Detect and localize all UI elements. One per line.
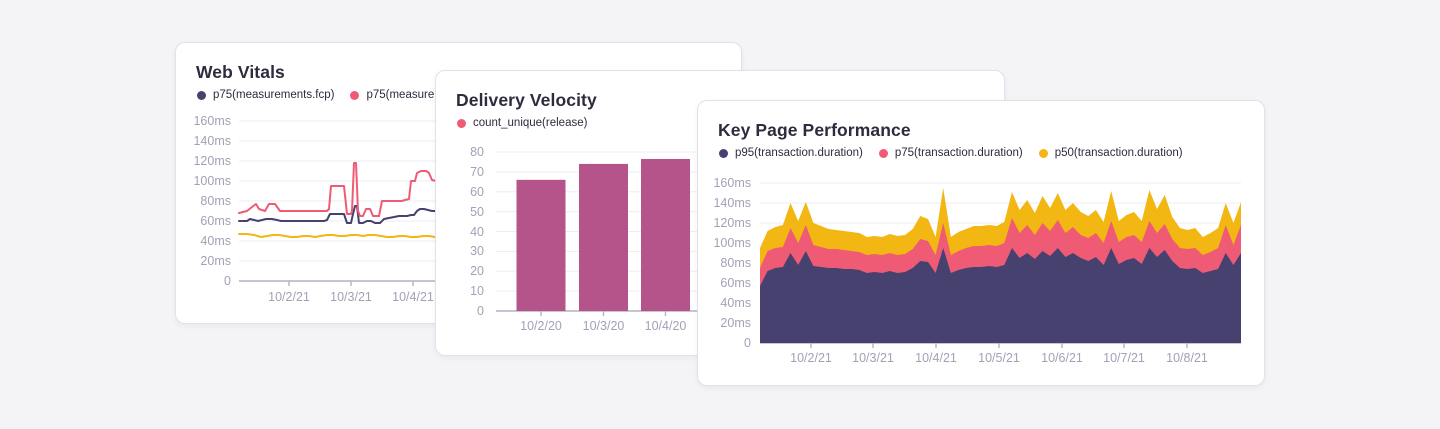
legend-label: p50(transaction.duration) bbox=[1054, 147, 1183, 159]
series-color-dot bbox=[457, 118, 466, 128]
x-tick-label: 10/3/20 bbox=[582, 319, 625, 333]
y-tick-label: 70 bbox=[470, 164, 484, 179]
chart-legend: count_unique(release) bbox=[457, 117, 587, 129]
chart-legend: p95(transaction.duration) p75(transactio… bbox=[719, 147, 1183, 159]
legend-label: count_unique(release) bbox=[473, 117, 588, 129]
x-tick-label: 10/7/21 bbox=[1103, 351, 1145, 365]
bar bbox=[516, 179, 566, 311]
y-tick-label: 80ms bbox=[200, 194, 231, 208]
y-tick-label: 80 bbox=[470, 145, 484, 159]
y-axis-labels: 0 10 20 30 40 50 60 70 80 bbox=[436, 145, 484, 318]
bar bbox=[579, 163, 628, 311]
bar bbox=[641, 158, 690, 311]
series-color-dot bbox=[719, 148, 728, 158]
legend-item-count-unique-release[interactable]: count_unique(release) bbox=[457, 117, 587, 129]
x-tick-label: 10/3/21 bbox=[852, 351, 894, 365]
x-axis-labels: 10/2/21 10/3/21 10/4/21 bbox=[239, 290, 723, 306]
y-tick-label: 60 bbox=[470, 184, 484, 199]
y-tick-label: 120ms bbox=[193, 154, 231, 168]
y-tick-label: 40ms bbox=[200, 234, 231, 248]
y-tick-label: 10 bbox=[470, 284, 484, 299]
x-tick-label: 10/2/20 bbox=[520, 319, 562, 333]
legend-label: p75(measurements.fcp) bbox=[213, 89, 335, 101]
area-band bbox=[760, 248, 1241, 343]
series-line bbox=[238, 233, 470, 238]
y-tick-label: 50 bbox=[470, 204, 484, 219]
y-tick-label: 80ms bbox=[720, 256, 751, 270]
x-tick-label: 10/4/21 bbox=[915, 351, 957, 365]
y-tick-label: 0 bbox=[224, 274, 231, 288]
y-tick-label: 60ms bbox=[200, 214, 231, 228]
y-tick-label: 0 bbox=[477, 304, 484, 318]
x-tick-label: 10/2/21 bbox=[268, 290, 310, 304]
series-color-dot bbox=[878, 148, 888, 158]
legend-item-fcp[interactable]: p75(measurements.fcp) bbox=[197, 89, 334, 101]
series-color-dot bbox=[1038, 148, 1048, 158]
x-tick-label: 10/5/21 bbox=[978, 351, 1020, 365]
key-page-performance-card: Key Page Performance p95(transaction.dur… bbox=[697, 100, 1265, 386]
y-tick-label: 20ms bbox=[720, 316, 751, 330]
x-tick-label: 10/8/21 bbox=[1166, 351, 1208, 365]
y-tick-label: 120ms bbox=[713, 216, 751, 230]
y-tick-label: 20 bbox=[470, 264, 484, 279]
series-color-dot bbox=[197, 90, 206, 100]
y-tick-label: 160ms bbox=[713, 176, 751, 190]
y-tick-label: 100ms bbox=[713, 236, 751, 250]
x-axis-labels: 10/2/21 10/3/21 10/4/21 10/5/21 10/6/21 10/7/… bbox=[760, 351, 1241, 367]
y-tick-label: 20ms bbox=[200, 254, 231, 268]
y-tick-label: 30 bbox=[470, 244, 484, 259]
y-tick-label: 40ms bbox=[720, 296, 751, 310]
legend-item-p50[interactable]: p50(transaction.duration) bbox=[1038, 147, 1183, 159]
legend-label: p75(transaction.duration) bbox=[894, 147, 1023, 159]
stacked-area-chart-plot-area[interactable] bbox=[760, 182, 1241, 348]
y-tick-label: 100ms bbox=[193, 174, 231, 188]
y-tick-label: 40 bbox=[470, 224, 484, 239]
chart-title: Delivery Velocity bbox=[456, 90, 597, 110]
y-tick-label: 140ms bbox=[193, 134, 231, 148]
series-line bbox=[238, 162, 470, 217]
y-tick-label: 60ms bbox=[720, 276, 751, 290]
chart-title: Key Page Performance bbox=[718, 120, 911, 140]
y-tick-label: 140ms bbox=[713, 196, 751, 210]
legend-label: p95(transaction.duration) bbox=[735, 147, 863, 159]
y-tick-label: 0 bbox=[744, 336, 751, 350]
series-color-dot bbox=[350, 90, 360, 100]
legend-item-p75[interactable]: p75(transaction.duration) bbox=[878, 147, 1023, 159]
x-tick-label: 10/4/21 bbox=[392, 290, 434, 304]
x-axis-labels: 10/2/20 10/3/20 10/4/20 bbox=[496, 319, 981, 335]
chart-title: Web Vitals bbox=[196, 62, 285, 82]
x-tick-label: 10/6/21 bbox=[1041, 351, 1083, 365]
x-tick-label: 10/2/21 bbox=[790, 351, 832, 365]
x-tick-label: 10/3/21 bbox=[330, 290, 372, 304]
y-tick-label: 160ms bbox=[193, 114, 231, 128]
x-tick-label: 10/4/20 bbox=[644, 319, 687, 333]
series-line bbox=[238, 205, 470, 224]
legend-item-p95[interactable]: p95(transaction.duration) bbox=[719, 147, 863, 159]
y-axis-labels: 0 20ms 40ms 60ms 80ms 100ms 120ms 140ms 160ms bbox=[698, 176, 751, 350]
y-axis-labels: 0 20ms 40ms 60ms 80ms 100ms 120ms 140ms 160ms bbox=[176, 114, 231, 288]
